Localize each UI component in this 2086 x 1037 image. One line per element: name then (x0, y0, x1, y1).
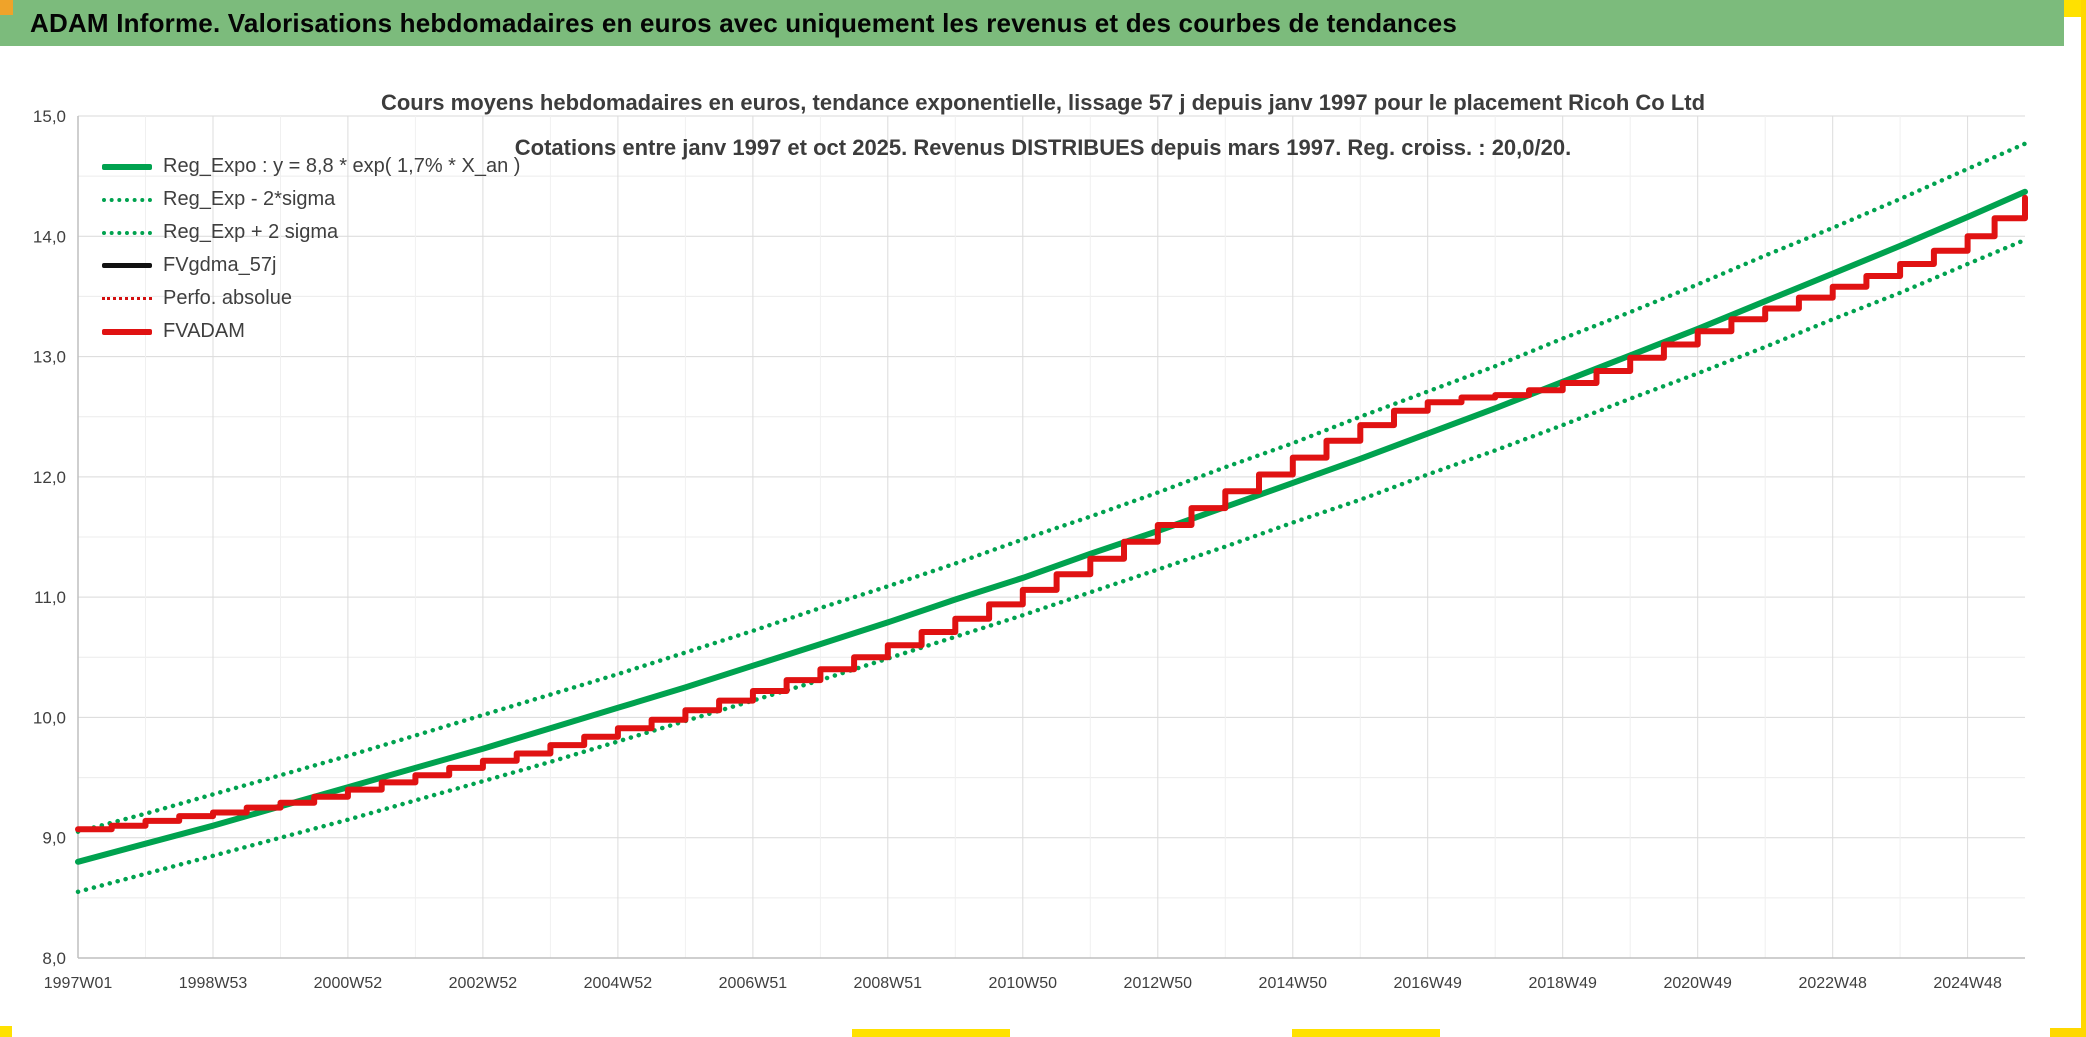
accent-bottom-segment-1 (852, 1029, 1010, 1037)
legend-label-perfo-absolue: Perfo. absolue (163, 287, 292, 309)
y-axis-label: 13,0 (33, 348, 66, 367)
legend-item-reg-expo: Reg_Expo : y = 8,8 * exp( 1,7% * X_an ) (102, 150, 520, 183)
series-reg_exp_minus_2sigma (75, 237, 2028, 895)
y-axis-label: 12,0 (33, 468, 66, 487)
accent-bottom-segment-2 (1292, 1029, 1440, 1037)
series-fvadam (75, 194, 2028, 833)
x-axis-label: 2000W52 (314, 975, 383, 992)
legend-item-fvadam: FVADAM (102, 315, 520, 348)
legend-line-sample-fvadam (102, 328, 152, 335)
legend-label-reg-exp-minus-2sigma: Reg_Exp - 2*sigma (163, 188, 336, 210)
x-axis-label: 2014W50 (1259, 975, 1328, 992)
y-axis-label: 9,0 (42, 829, 66, 848)
legend-line-sample-perfo-absolue (102, 297, 152, 300)
legend-item-perfo-absolue: Perfo. absolue (102, 282, 520, 315)
x-axis-label: 2008W51 (854, 975, 923, 992)
x-axis-label: 2012W50 (1124, 975, 1193, 992)
x-axis-label: 2024W48 (1933, 975, 2002, 992)
legend-line-sample-reg-expo (102, 163, 152, 170)
header-bar: ADAM Informe. Valorisations hebdomadaire… (0, 0, 2064, 46)
y-axis-label: 10,0 (33, 708, 66, 727)
x-axis-label: 2002W52 (449, 975, 518, 992)
legend-item-reg-exp-minus-2sigma: Reg_Exp - 2*sigma (102, 183, 520, 216)
y-axis-label: 11,0 (34, 588, 66, 607)
chart-legend: Reg_Expo : y = 8,8 * exp( 1,7% * X_an ) … (102, 150, 520, 348)
accent-top-left-orange (0, 0, 13, 15)
x-axis-label: 1998W53 (179, 975, 248, 992)
chart-subtitle: Cotations entre janv 1997 et oct 2025. R… (514, 135, 1572, 160)
accent-bottom-left-yellow (0, 1026, 12, 1037)
y-axis-label: 15,0 (33, 107, 66, 126)
x-axis-label: 2016W49 (1393, 975, 1462, 992)
x-axis-label: 1997W01 (44, 975, 113, 992)
chart-title: Cours moyens hebdomadaires en euros, ten… (380, 90, 1706, 115)
legend-item-reg-exp-plus-2sigma: Reg_Exp + 2 sigma (102, 216, 520, 249)
y-axis-label: 8,0 (42, 949, 66, 968)
x-axis-label: 2020W49 (1663, 975, 1732, 992)
legend-line-sample-reg-exp-plus-2sigma (102, 230, 152, 235)
x-axis-label: 2018W49 (1528, 975, 1597, 992)
x-axis-label: 2022W48 (1798, 975, 1867, 992)
x-axis-label: 2006W51 (719, 975, 788, 992)
legend-label-fvadam: FVADAM (163, 320, 245, 342)
series-reg_exp_plus_2sigma (75, 141, 2028, 834)
x-axis-label: 2010W50 (989, 975, 1058, 992)
header-title: ADAM Informe. Valorisations hebdomadaire… (30, 7, 1458, 38)
accent-right-edge-strip (2081, 0, 2086, 1037)
legend-label-fvgdma-57j: FVgdma_57j (163, 254, 277, 276)
legend-item-fvgdma-57j: FVgdma_57j (102, 249, 520, 282)
accent-bottom-right-yellow (2050, 1028, 2086, 1037)
legend-line-sample-fvgdma-57j (102, 263, 152, 268)
legend-line-sample-reg-exp-minus-2sigma (102, 197, 152, 202)
x-axis-label: 2004W52 (584, 975, 653, 992)
series-reg_expo (75, 188, 2028, 865)
accent-top-right-yellow (2064, 0, 2086, 17)
legend-label-reg-exp-plus-2sigma: Reg_Exp + 2 sigma (163, 221, 339, 243)
chart-plot-area: 15,0 14,0 13,0 12,0 11,0 10,0 9,0 8,0 1997W01 199… (33, 107, 2028, 992)
legend-label-reg-expo: Reg_Expo : y = 8,8 * exp( 1,7% * X_an ) (163, 155, 521, 177)
y-axis-label: 14,0 (33, 227, 66, 246)
